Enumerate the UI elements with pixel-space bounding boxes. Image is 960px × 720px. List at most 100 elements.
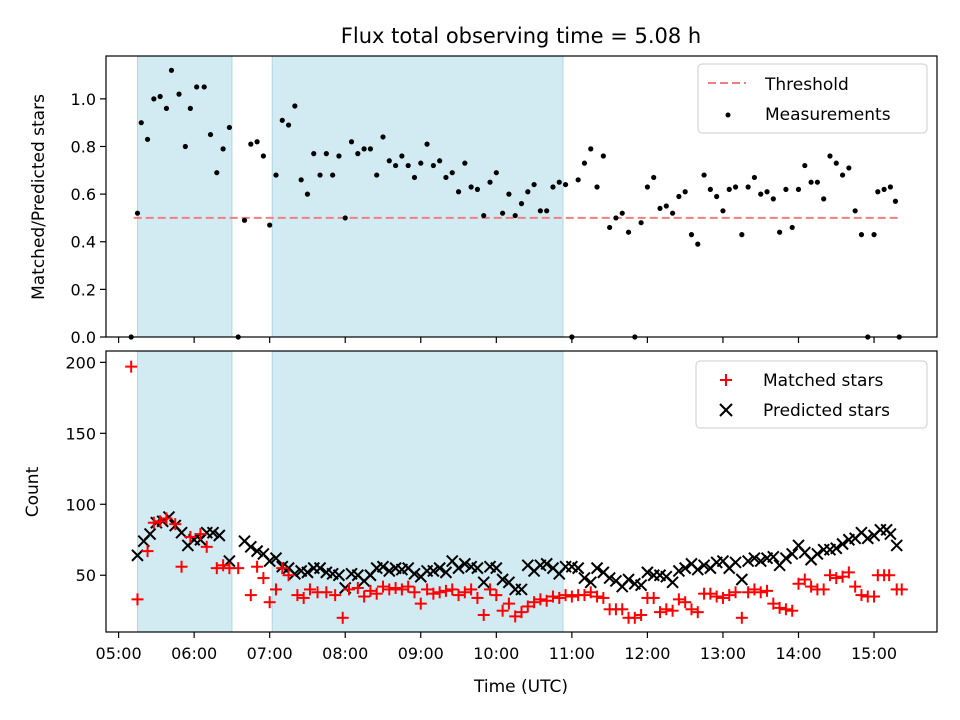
matched-point xyxy=(723,589,736,602)
predicted-point xyxy=(590,561,604,575)
measurement-point xyxy=(852,208,858,214)
measurement-point xyxy=(418,160,424,166)
matched-point xyxy=(329,589,342,602)
predicted-point xyxy=(213,529,226,542)
measurement-point xyxy=(531,181,537,188)
measurement-point xyxy=(317,172,323,178)
predicted-point xyxy=(634,578,648,592)
measurement-point xyxy=(304,191,311,197)
matched-point xyxy=(635,608,648,621)
measurement-point xyxy=(443,174,449,181)
predicted-point xyxy=(471,561,484,575)
measurement-point xyxy=(562,181,569,188)
matched-point xyxy=(141,545,154,558)
measurement-point xyxy=(663,203,669,209)
matched-point xyxy=(439,584,452,597)
matched-point xyxy=(735,611,748,624)
matched-point xyxy=(484,583,497,596)
top-points xyxy=(128,67,902,340)
measurement-point xyxy=(764,189,770,195)
measurement-point xyxy=(285,122,292,128)
x-tick-label: 14:00 xyxy=(775,644,821,663)
predicted-point xyxy=(477,576,490,589)
measurement-point xyxy=(581,160,588,166)
legend-threshold-label: Threshold xyxy=(764,75,849,95)
measurement-point xyxy=(367,146,374,152)
measurement-point xyxy=(411,174,418,181)
measurement-point xyxy=(726,186,732,192)
shaded-interval-1 xyxy=(272,56,564,337)
matched-point xyxy=(175,560,188,573)
y-tick-label: 0.8 xyxy=(71,137,96,156)
measurement-point xyxy=(833,160,839,166)
matched-point xyxy=(421,583,434,596)
measurement-point xyxy=(176,91,182,97)
measurement-point xyxy=(669,210,676,216)
top-axes-frame xyxy=(105,55,938,338)
measurement-point xyxy=(361,146,367,152)
x-axis-label: Time (UTC) xyxy=(473,677,568,697)
matched-point xyxy=(528,596,541,609)
bottom-predicted-points xyxy=(131,510,903,596)
measurement-point xyxy=(226,124,232,131)
predicted-point xyxy=(408,567,421,581)
predicted-point xyxy=(890,539,903,552)
shaded-interval-1 xyxy=(272,351,564,632)
measurement-point xyxy=(474,186,481,192)
matched-point xyxy=(282,569,295,582)
matched-point xyxy=(383,583,396,596)
matched-point xyxy=(427,587,440,600)
predicted-point xyxy=(540,557,553,571)
matched-point xyxy=(200,540,213,553)
predicted-point xyxy=(729,556,742,569)
matched-point xyxy=(496,604,509,617)
predicted-point xyxy=(641,566,654,579)
matched-point xyxy=(628,611,641,624)
measurement-point xyxy=(814,179,820,185)
measurement-point xyxy=(594,184,600,190)
predicted-point xyxy=(691,563,704,576)
predicted-point xyxy=(884,527,897,541)
shaded-interval-0 xyxy=(137,56,232,337)
matched-point xyxy=(786,604,799,617)
y-tick-label: 50 xyxy=(76,566,96,585)
matched-point xyxy=(742,586,755,599)
x-tick-label: 10:00 xyxy=(473,644,519,663)
measurement-point xyxy=(468,184,474,190)
matched-point xyxy=(210,562,223,575)
measurement-point xyxy=(827,153,833,159)
measurement-point xyxy=(134,210,141,216)
measurement-point xyxy=(732,184,739,190)
predicted-point xyxy=(666,576,679,589)
bottom-x-ticks: 05:00 06:00 07:00 08:00 09:00 10:00 11:00 12:00… xyxy=(96,632,897,663)
matched-point xyxy=(154,515,167,528)
y-tick-label: 150 xyxy=(65,424,96,443)
measurement-point xyxy=(330,172,336,178)
measurement-point xyxy=(707,186,713,192)
measurement-point xyxy=(399,153,405,159)
shaded-interval-0 xyxy=(137,351,232,632)
bottom-axes-frame xyxy=(105,350,938,633)
measurement-point xyxy=(311,151,317,157)
measurement-point xyxy=(207,131,214,138)
measurement-point xyxy=(751,174,758,181)
matched-point xyxy=(244,589,257,602)
matched-point xyxy=(565,590,578,603)
predicted-point xyxy=(250,544,264,558)
measurement-point xyxy=(795,186,802,192)
matched-point xyxy=(217,559,230,572)
measurement-point xyxy=(518,201,525,207)
matched-point xyxy=(868,590,881,603)
measurement-point xyxy=(777,229,783,235)
measurement-point xyxy=(506,191,512,197)
matched-point xyxy=(534,593,547,606)
predicted-point xyxy=(767,550,780,563)
matched-point xyxy=(792,577,805,590)
matched-point xyxy=(370,587,383,600)
legend-measurements-swatch xyxy=(725,112,731,118)
matched-point xyxy=(817,583,830,596)
matched-point xyxy=(597,591,610,604)
measurement-point xyxy=(695,241,701,247)
x-tick-label: 12:00 xyxy=(624,644,670,663)
measurement-point xyxy=(424,141,430,147)
